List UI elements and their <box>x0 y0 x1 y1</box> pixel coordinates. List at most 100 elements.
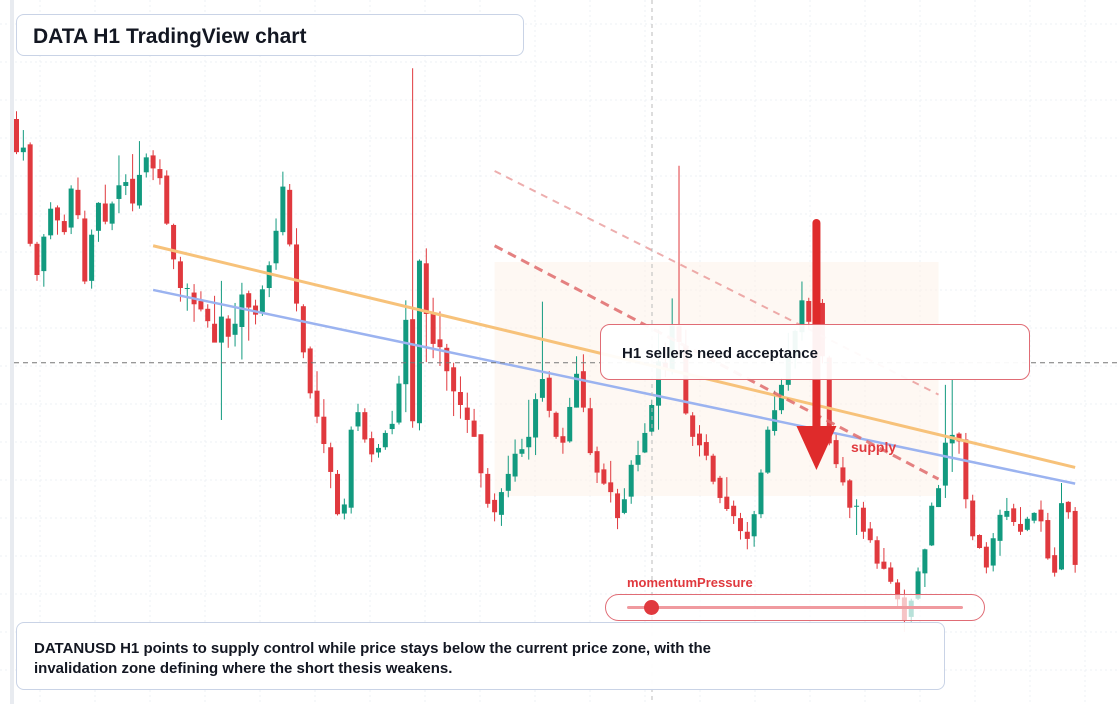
candle <box>635 440 641 472</box>
candle <box>498 488 504 526</box>
candle-body <box>123 182 129 186</box>
candle-body <box>171 224 177 260</box>
title-panel: DATA H1 TradingView chart <box>16 14 524 56</box>
candle <box>314 371 320 424</box>
slider-knob[interactable] <box>643 600 659 615</box>
candle <box>109 201 115 231</box>
trendline-blue <box>152 288 1076 485</box>
candle-body <box>1004 510 1010 517</box>
candle-body <box>321 416 327 444</box>
candle <box>997 509 1003 556</box>
candle <box>403 300 409 413</box>
candle-body <box>82 218 88 282</box>
candle-body <box>61 221 67 233</box>
momentum-slider[interactable] <box>605 594 985 621</box>
candle-body <box>1018 523 1024 532</box>
candle <box>594 446 600 483</box>
candle <box>936 484 942 508</box>
candle-body <box>628 464 634 497</box>
annotation-callout: H1 sellers need acceptance <box>600 324 1030 380</box>
candle <box>1004 497 1010 521</box>
candle <box>410 68 416 428</box>
candle <box>731 500 737 524</box>
candle-body <box>983 546 989 568</box>
candle-body <box>895 582 901 600</box>
candle <box>970 494 976 541</box>
candle-body <box>75 189 81 216</box>
candle <box>48 202 54 240</box>
candle-body <box>314 390 320 417</box>
candle-body <box>860 507 866 532</box>
candle <box>758 469 764 519</box>
candle <box>335 470 341 516</box>
candle <box>27 142 33 247</box>
candle-body <box>806 301 812 322</box>
candle-body <box>430 314 436 344</box>
candle-body <box>737 518 743 532</box>
candle <box>177 256 183 302</box>
candle <box>89 229 95 289</box>
candle <box>690 412 696 446</box>
candle <box>1031 512 1037 524</box>
candle <box>717 475 723 504</box>
candle-body <box>526 436 532 448</box>
candle-body <box>553 412 559 437</box>
candle-body <box>512 453 518 477</box>
candle-body <box>362 412 368 440</box>
candle <box>642 423 648 454</box>
candle-body <box>68 188 74 228</box>
candle-body <box>888 567 894 582</box>
candle-body <box>724 496 730 509</box>
candle-body <box>478 434 484 474</box>
candle-body <box>89 234 95 281</box>
candle <box>451 362 457 417</box>
candle <box>765 426 771 474</box>
summary-panel: DATANUSD H1 points to supply control whi… <box>16 622 945 690</box>
arrow-head <box>796 426 837 470</box>
candle <box>355 403 361 431</box>
candle <box>990 533 996 572</box>
candle <box>608 460 614 503</box>
candle-body <box>867 528 873 541</box>
candle <box>259 285 265 316</box>
candle <box>744 522 750 550</box>
candle-body <box>130 178 136 204</box>
candle <box>348 426 354 514</box>
candle-body <box>1031 512 1037 521</box>
candle <box>294 228 300 312</box>
candle-body <box>451 367 457 392</box>
candle-body <box>621 499 627 513</box>
candle-body <box>1011 508 1017 522</box>
candle <box>150 150 156 181</box>
slider-track[interactable] <box>627 606 963 609</box>
candle <box>457 376 463 419</box>
candle <box>703 434 709 461</box>
candle <box>546 371 552 418</box>
candle <box>1045 512 1051 560</box>
candle-body <box>560 436 566 443</box>
candle-body <box>690 415 696 437</box>
candle-body <box>396 383 402 423</box>
candle-body <box>1024 518 1030 530</box>
candle <box>942 384 948 498</box>
candle-body <box>54 207 60 221</box>
candle-body <box>20 147 26 153</box>
candle <box>95 202 101 242</box>
candle-body <box>574 373 580 408</box>
candle-body <box>539 379 545 398</box>
candle <box>478 434 484 488</box>
candle-body <box>956 433 962 442</box>
candle-body <box>847 480 853 508</box>
candle-body <box>970 500 976 537</box>
candle-body <box>198 301 204 310</box>
candle-body <box>225 318 231 337</box>
candle <box>341 498 347 520</box>
left-scroll-strip <box>10 0 14 704</box>
candle-body <box>136 174 142 206</box>
candle <box>389 410 395 435</box>
candle <box>123 174 129 196</box>
candle-body <box>710 455 716 482</box>
candle-body <box>656 361 662 406</box>
candle-body <box>389 423 395 430</box>
candle <box>300 304 306 359</box>
